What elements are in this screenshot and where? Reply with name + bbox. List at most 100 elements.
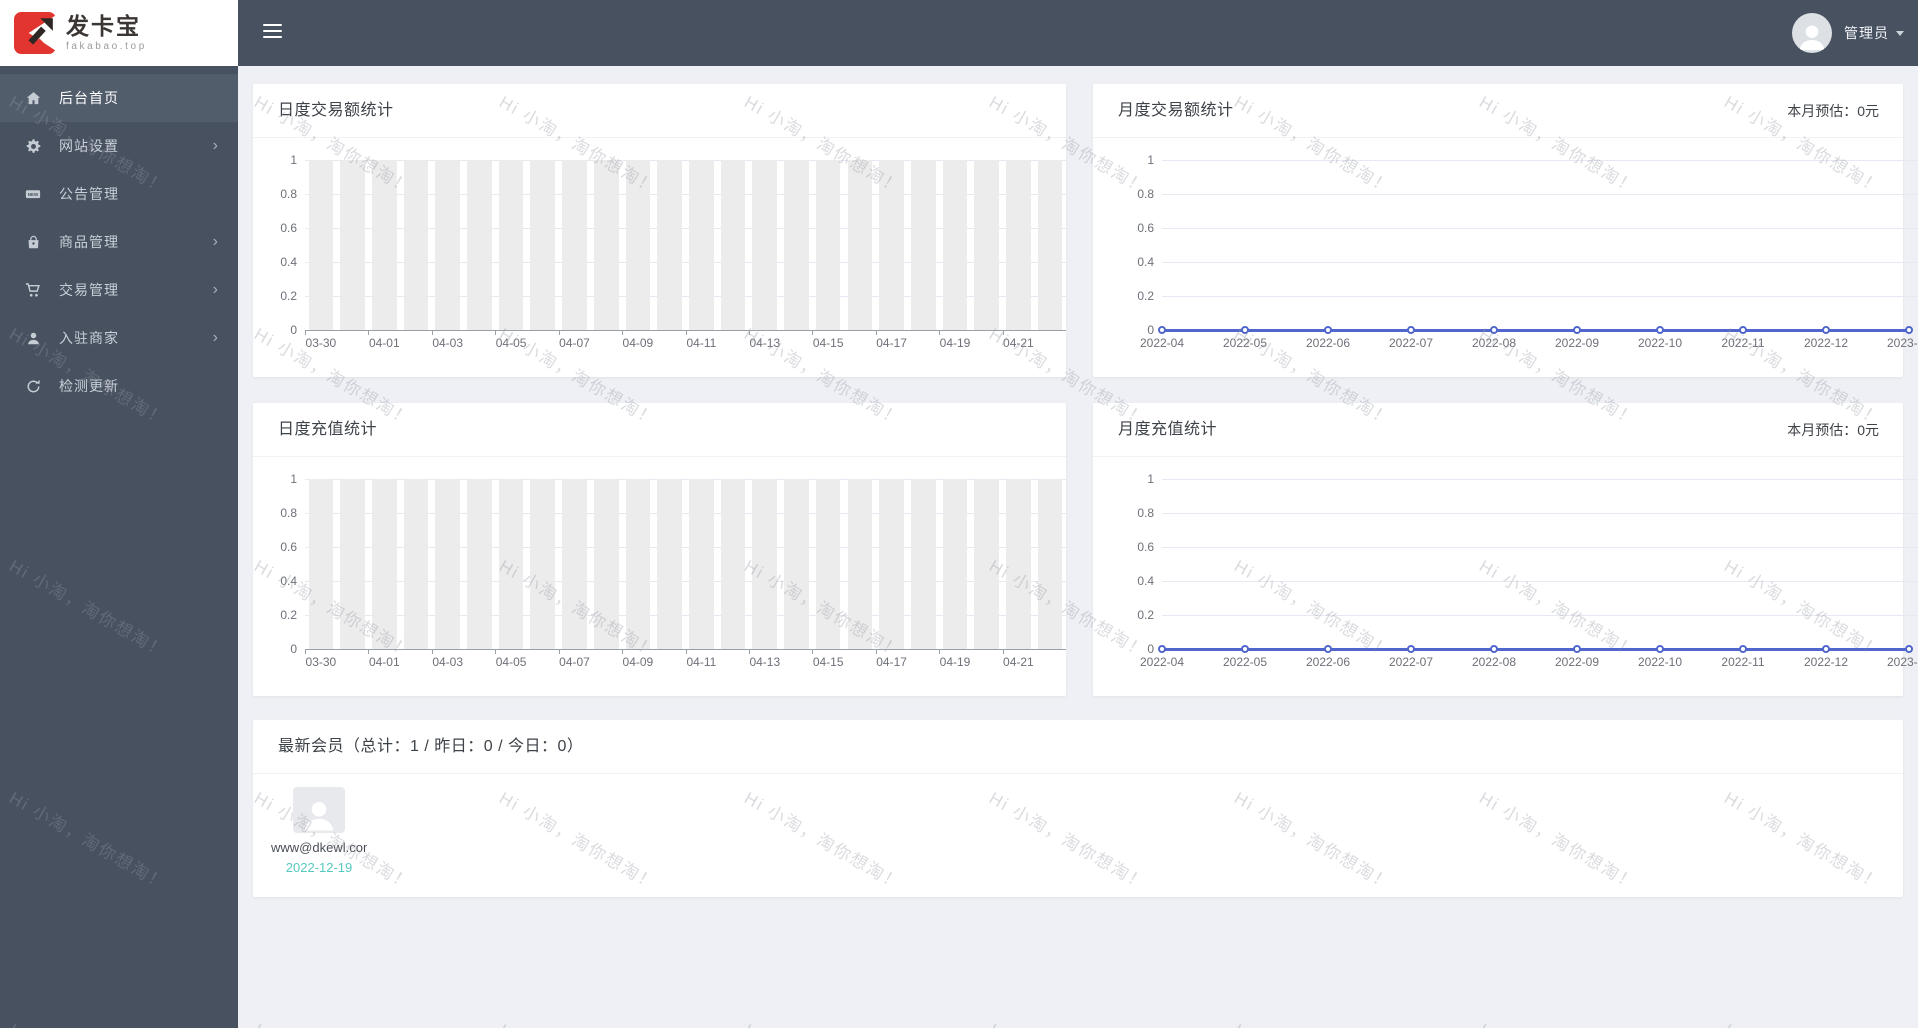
x-axis-line [305,649,1066,650]
data-point [1739,326,1747,334]
bar-background-band [530,479,556,649]
gridline [1162,160,1918,161]
x-axis-label: 2022-05 [1222,655,1268,669]
panel-daily-trade-head: 日度交易额统计 [253,84,1066,138]
gridline [305,228,1066,229]
data-point [1158,645,1166,653]
x-axis-label: 04-01 [368,336,400,350]
panel-title: 月度交易额统计 [1118,102,1234,119]
axis-tick [622,331,624,335]
sidebar-item-settings[interactable]: 网站设置 › [0,122,238,170]
x-axis-label: 2022-11 [1721,655,1765,669]
x-axis-label: 04-21 [1003,655,1034,669]
y-axis-label: 0.6 [280,221,297,235]
x-axis-label: 04-11 [686,655,717,669]
bar-background-band [784,479,809,649]
x-axis-label: 04-15 [812,336,844,350]
bar-background-band [910,479,936,649]
hamburger-menu-icon[interactable] [263,24,282,40]
bar-background-band [942,479,968,649]
x-axis-label: 2022-12 [1803,336,1849,350]
panel-title: 日度交易额统计 [278,102,394,119]
x-axis-label: 04-07 [559,655,590,669]
gear-icon [24,137,42,155]
x-axis-label: 04-13 [749,655,781,669]
sidebar-item-trade[interactable]: 交易管理 › [0,266,238,314]
monthly-recharge-chart: 0 0.2 0.4 0.6 0.8 1 2022-04 2022-05 2022-06 2022-… [1093,457,1918,696]
chevron-right-icon: › [212,329,218,346]
cart-icon [24,281,42,299]
brand-logo[interactable]: 发卡宝 fakabao.top [0,0,238,66]
bar-background-band [847,479,873,649]
x-axis-label: 04-13 [749,336,781,350]
axis-tick [939,331,941,335]
sidebar-item-update[interactable]: 检测更新 [0,362,238,410]
bar-background-band [371,160,397,330]
bar-background-band [974,160,1000,330]
panel-title: 日度充值统计 [278,421,378,438]
x-axis-label: 2022-04 [1139,336,1185,350]
daily-trade-chart: 0 0.2 0.4 0.6 0.8 1 03-30 04-01 04-03 04-05 04-07 0… [253,138,1066,377]
panel-daily-trade: 日度交易额统计 0 0.2 0.4 0.6 0.8 1 03-30 04-01 04-03 04-… [253,84,1066,377]
admin-avatar[interactable] [1792,13,1832,53]
x-axis-label: 2022-09 [1554,655,1600,669]
axis-tick [368,331,370,335]
data-point [1656,326,1664,334]
x-axis-label: 2022-09 [1554,336,1600,350]
panel-daily-recharge: 日度充值统计 0 0.2 0.4 0.6 0.8 1 03-30 04-01 04-03 04-0… [253,403,1066,696]
x-axis-label: 2023-01 [1886,655,1918,669]
bar-background-band [530,160,556,330]
watermark-text: Hi 小淘，淘你想淘！ [1721,1016,1888,1028]
y-axis-label: 0.4 [1137,574,1154,588]
news-icon: NEW [24,185,42,203]
bar-background-band [942,160,968,330]
axis-tick [558,650,560,654]
sidebar-menu: 后台首页 网站设置 › NEW 公告管理 商品管理 › 交易管理 › 入驻商家 › 检测更新 [0,66,238,410]
members-list: www@dkewl.com 2022-12-19 [253,774,1903,896]
sidebar-item-merchants[interactable]: 入驻商家 › [0,314,238,362]
x-axis-label: 2022-12 [1803,655,1849,669]
bar-background-band [403,160,429,330]
bar-background-band [625,160,651,330]
gridline [1162,228,1918,229]
axis-tick [431,650,433,654]
axis-tick [558,331,560,335]
data-point [1324,326,1332,334]
bar-background-band [403,479,429,649]
data-point [1905,326,1913,334]
bar-background-band [1006,479,1031,649]
x-axis-label: 04-03 [432,655,464,669]
x-axis-label: 04-05 [495,655,527,669]
data-point [1822,645,1830,653]
bar-background-band [593,160,619,330]
sidebar-item-notice[interactable]: NEW 公告管理 [0,170,238,218]
home-icon [24,89,42,107]
watermark-text: Hi 小淘，淘你想淘！ [1231,1016,1398,1028]
data-point [1407,645,1415,653]
gridline [305,513,1066,514]
bar-background-band [910,160,936,330]
gridline [305,194,1066,195]
gridline [1162,296,1918,297]
gridline [305,581,1066,582]
y-axis-label: 0.6 [1137,540,1154,554]
gridline [1162,547,1918,548]
member-avatar [293,787,345,833]
watermark-text: Hi 小淘，淘你想淘！ [496,1016,663,1028]
axis-tick [495,650,497,654]
bar-background-band [340,160,365,330]
sidebar-item-home[interactable]: 后台首页 [0,74,238,122]
data-point [1905,645,1913,653]
x-axis-label: 04-19 [939,655,971,669]
chevron-down-icon [1896,30,1904,36]
x-axis-label: 2023-01 [1886,336,1918,350]
watermark-text: Hi 小淘，淘你想淘！ [741,1016,908,1028]
axis-tick [685,331,687,335]
admin-user-menu[interactable]: 管理员 [1792,0,1904,66]
watermark-text: Hi 小淘，淘你想淘！ [986,1016,1153,1028]
bar-background-band [371,479,397,649]
axis-tick [1002,650,1004,654]
x-axis-label: 2022-10 [1637,336,1683,350]
x-axis-label: 2022-05 [1222,336,1268,350]
sidebar-item-goods[interactable]: 商品管理 › [0,218,238,266]
